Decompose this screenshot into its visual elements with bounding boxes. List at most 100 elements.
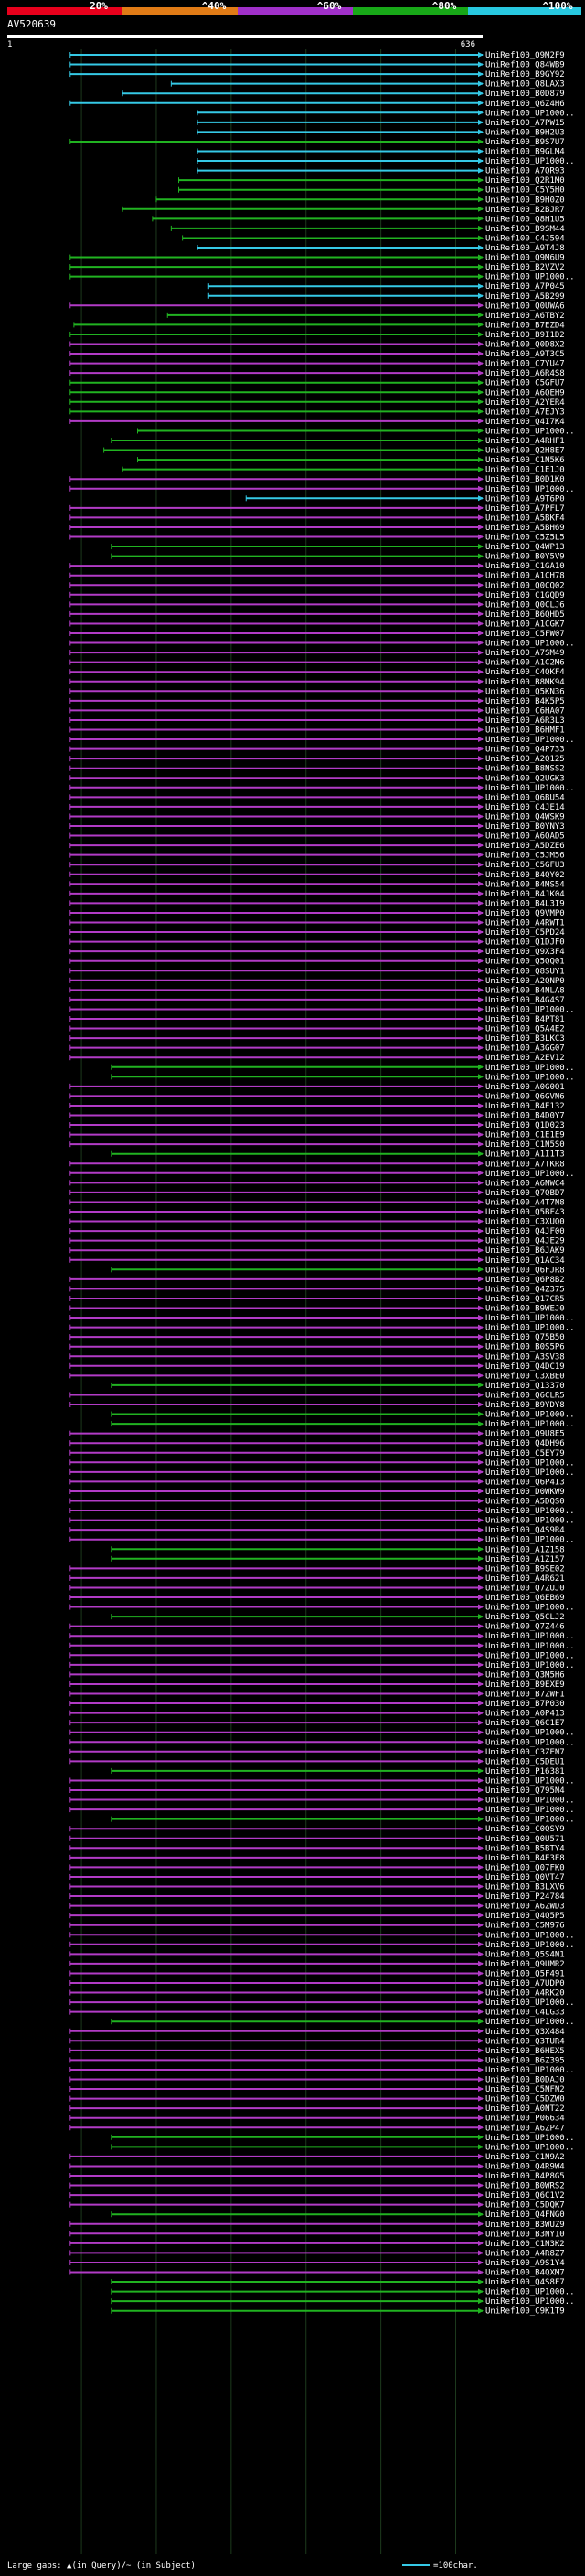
hit-label[interactable]: UniRef100_B3NY10 (485, 2230, 565, 2239)
hit-label[interactable]: UniRef100_A6QAD5 (485, 832, 565, 842)
hit-row[interactable]: UniRef100_UP1000.. (111, 1411, 575, 1420)
hit-row[interactable]: UniRef100_C1E1E9 (69, 1131, 565, 1140)
hit-label[interactable]: UniRef100_B4JK04 (485, 890, 565, 899)
hit-label[interactable]: UniRef100_UP1000.. (485, 1507, 575, 1516)
hit-row[interactable]: UniRef100_Q0D8X2 (69, 341, 565, 350)
hit-label[interactable]: UniRef100_C3XUQ0 (485, 1218, 565, 1227)
hit-label[interactable]: UniRef100_Q795N4 (485, 1786, 565, 1796)
hit-label[interactable]: UniRef100_Q6C1E7 (485, 1719, 565, 1728)
hit-label[interactable]: UniRef100_UP1000.. (485, 1729, 575, 1738)
hit-label[interactable]: UniRef100_A7PFL7 (485, 504, 565, 514)
hit-label[interactable]: UniRef100_A6TBY2 (485, 312, 565, 321)
hit-row[interactable]: UniRef100_A9T6P0 (245, 494, 565, 504)
hit-row[interactable]: UniRef100_UP1000.. (111, 2134, 575, 2143)
hit-label[interactable]: UniRef100_UP1000.. (485, 1420, 575, 1429)
hit-label[interactable]: UniRef100_UP1000.. (485, 1170, 575, 1179)
hit-label[interactable]: UniRef100_Q5CLJ2 (485, 1613, 565, 1622)
hit-row[interactable]: UniRef100_B7EZD4 (73, 321, 565, 330)
hit-row[interactable]: UniRef100_B2BJR7 (122, 206, 565, 215)
hit-label[interactable]: UniRef100_C5NFN2 (485, 2085, 565, 2094)
hit-label[interactable]: UniRef100_C3ZEN7 (485, 1748, 565, 1757)
hit-row[interactable]: UniRef100_UP1000.. (69, 1998, 575, 2008)
hit-label[interactable]: UniRef100_Q7Z446 (485, 1623, 565, 1632)
hit-label[interactable]: UniRef100_Q6GVN6 (485, 1092, 565, 1101)
hit-row[interactable]: UniRef100_Q8LAX3 (170, 80, 565, 90)
hit-label[interactable]: UniRef100_C0QSY9 (485, 1825, 565, 1834)
hit-row[interactable]: UniRef100_UP1000.. (111, 1420, 575, 1429)
hit-label[interactable]: UniRef100_A4R8Z7 (485, 2249, 565, 2258)
hit-row[interactable]: UniRef100_UP1000.. (69, 1604, 575, 1613)
hit-row[interactable]: UniRef100_B6JAK9 (69, 1246, 565, 1256)
hit-label[interactable]: UniRef100_C4JE14 (485, 803, 565, 812)
hit-label[interactable]: UniRef100_B9S7U7 (485, 138, 565, 147)
hit-label[interactable]: UniRef100_B9EXE9 (485, 1680, 565, 1690)
hit-row[interactable]: UniRef100_B9WEJ0 (69, 1305, 565, 1314)
hit-label[interactable]: UniRef100_UP1000.. (485, 784, 575, 793)
hit-row[interactable]: UniRef100_C1N5K6 (136, 456, 565, 465)
hit-label[interactable]: UniRef100_C1N5K6 (485, 456, 565, 465)
hit-label[interactable]: UniRef100_Q2H8E7 (485, 447, 565, 456)
hit-label[interactable]: UniRef100_A2Q125 (485, 755, 565, 764)
hit-row[interactable]: UniRef100_C4QKF4 (69, 668, 565, 677)
hit-label[interactable]: UniRef100_Q84WB9 (485, 61, 565, 70)
hit-label[interactable]: UniRef100_B4L3I9 (485, 899, 565, 908)
hit-label[interactable]: UniRef100_A1CH78 (485, 572, 565, 581)
hit-label[interactable]: UniRef100_A9T3C5 (485, 350, 565, 359)
hit-row[interactable]: UniRef100_A0NT22 (69, 2104, 565, 2114)
hit-label[interactable]: UniRef100_B8NSS2 (485, 765, 565, 774)
hit-row[interactable]: UniRef100_UP1000.. (197, 157, 575, 166)
hit-row[interactable]: UniRef100_B8MK94 (69, 678, 565, 687)
hit-row[interactable]: UniRef100_A6NWC4 (69, 1179, 565, 1188)
hit-row[interactable]: UniRef100_A4RWT1 (69, 919, 565, 928)
hit-label[interactable]: UniRef100_A7P045 (485, 282, 565, 292)
hit-label[interactable]: UniRef100_A4R621 (485, 1574, 565, 1584)
hit-label[interactable]: UniRef100_A9T6P0 (485, 494, 565, 504)
hit-row[interactable]: UniRef100_Q84WB9 (69, 61, 565, 70)
hit-label[interactable]: UniRef100_B0S5P6 (485, 1343, 565, 1352)
hit-label[interactable]: UniRef100_Q1AC34 (485, 1256, 565, 1266)
hit-row[interactable]: UniRef100_C5GFU3 (69, 861, 565, 870)
hit-row[interactable]: UniRef100_UP1000.. (69, 1517, 575, 1526)
hit-row[interactable]: UniRef100_UP1000.. (69, 1806, 575, 1815)
hit-row[interactable]: UniRef100_UP1000.. (69, 1729, 575, 1738)
hit-label[interactable]: UniRef100_B9I1D2 (485, 331, 565, 340)
hit-label[interactable]: UniRef100_Q2R1M0 (485, 176, 565, 186)
hit-label[interactable]: UniRef100_B7P030 (485, 1700, 565, 1709)
hit-row[interactable]: UniRef100_C1E1J0 (122, 466, 565, 475)
hit-row[interactable]: UniRef100_C1N9A2 (69, 2153, 565, 2162)
hit-row[interactable]: UniRef100_A6TBY2 (166, 312, 565, 321)
hit-row[interactable]: UniRef100_Q6BU54 (69, 793, 565, 802)
hit-row[interactable]: UniRef100_UP1000.. (69, 784, 575, 793)
hit-label[interactable]: UniRef100_P06634 (485, 2115, 565, 2124)
hit-label[interactable]: UniRef100_B6QHD5 (485, 610, 565, 620)
hit-row[interactable]: UniRef100_Q4Z375 (69, 1285, 565, 1294)
hit-row[interactable]: UniRef100_A7TKR8 (69, 1160, 565, 1169)
hit-row[interactable]: UniRef100_Q13370 (111, 1382, 565, 1391)
hit-row[interactable]: UniRef100_C3ZEN7 (69, 1748, 565, 1757)
hit-label[interactable]: UniRef100_B6JAK9 (485, 1246, 565, 1256)
hit-row[interactable]: UniRef100_C5DQK7 (69, 2201, 565, 2210)
hit-row[interactable]: UniRef100_Q2UGK3 (69, 774, 565, 783)
hit-label[interactable]: UniRef100_Q5KN36 (485, 687, 565, 696)
hit-row[interactable]: UniRef100_B0DAJ0 (69, 2076, 565, 2085)
hit-label[interactable]: UniRef100_B9H2U3 (485, 128, 565, 137)
hit-label[interactable]: UniRef100_UP1000.. (485, 1005, 575, 1014)
hit-row[interactable]: UniRef100_C5Y5H0 (178, 186, 565, 196)
hit-row[interactable]: UniRef100_P16381 (111, 1767, 565, 1776)
hit-label[interactable]: UniRef100_B0YNY3 (485, 822, 565, 832)
hit-label[interactable]: UniRef100_UP1000.. (485, 1816, 575, 1825)
hit-label[interactable]: UniRef100_C5Z5L5 (485, 534, 565, 543)
hit-row[interactable]: UniRef100_A1Z158 (111, 1545, 565, 1554)
hit-row[interactable]: UniRef100_D0WKW9 (69, 1488, 565, 1497)
hit-row[interactable]: UniRef100_UP1000.. (69, 640, 575, 649)
hit-row[interactable]: UniRef100_UP1000.. (69, 736, 575, 745)
hit-label[interactable]: UniRef100_A4RWT1 (485, 919, 565, 928)
hit-label[interactable]: UniRef100_A1I1T3 (485, 1150, 565, 1160)
hit-label[interactable]: UniRef100_UP1000.. (485, 2134, 575, 2143)
hit-row[interactable]: UniRef100_C5NFN2 (69, 2085, 565, 2094)
hit-row[interactable]: UniRef100_B4NLA8 (69, 986, 565, 995)
hit-label[interactable]: UniRef100_A3GG07 (485, 1044, 565, 1054)
hit-label[interactable]: UniRef100_A6R4S8 (485, 369, 565, 378)
hit-label[interactable]: UniRef100_Q4WSK9 (485, 812, 565, 822)
hit-row[interactable]: UniRef100_Q17CR5 (69, 1295, 565, 1304)
